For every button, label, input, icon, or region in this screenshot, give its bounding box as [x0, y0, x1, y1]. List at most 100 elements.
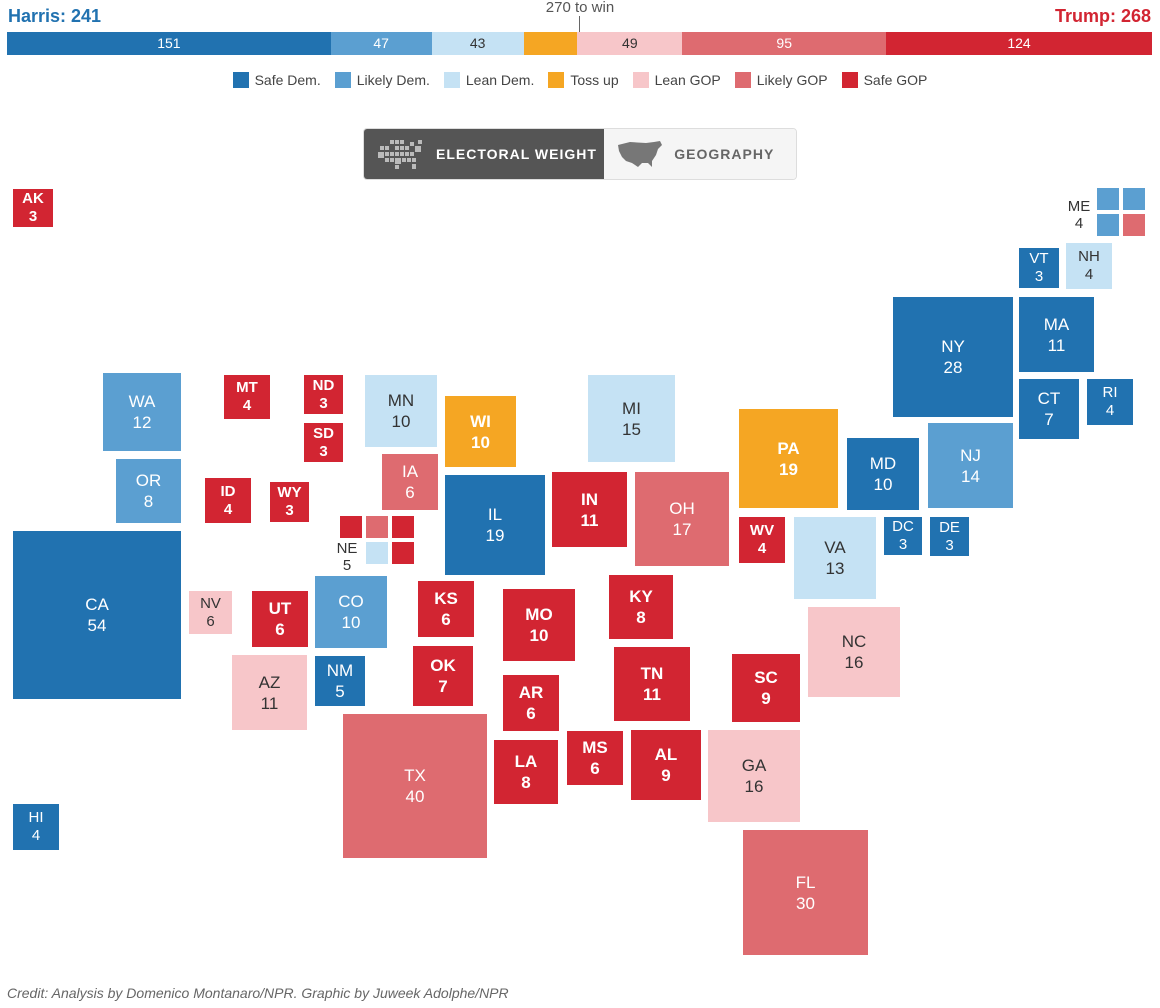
state-abbr: ID [220, 482, 236, 500]
state-tile-mo[interactable]: MO 10 [503, 589, 575, 661]
district-tile-ne-5[interactable] [392, 542, 414, 564]
state-tile-az[interactable]: AZ 11 [232, 655, 307, 730]
district-tile-me-2[interactable] [1123, 188, 1145, 210]
state-electoral-votes: 6 [590, 759, 600, 778]
state-tile-nh[interactable]: NH 4 [1066, 243, 1112, 289]
district-tile-me-4[interactable] [1123, 214, 1145, 236]
legend-item-lean-dem: Lean Dem. [443, 72, 535, 88]
state-tile-il[interactable]: IL 19 [445, 475, 545, 575]
state-tile-oh[interactable]: OH 17 [635, 472, 729, 566]
state-electoral-votes: 3 [319, 394, 328, 412]
state-tile-or[interactable]: OR 8 [116, 459, 181, 523]
state-tile-ut[interactable]: UT 6 [252, 591, 308, 647]
state-electoral-votes: 3 [945, 536, 954, 554]
district-tile-ne-4[interactable] [366, 542, 388, 564]
state-abbr: RI [1102, 384, 1118, 401]
state-tile-ia[interactable]: IA 6 [382, 454, 438, 510]
state-tile-hi[interactable]: HI 4 [13, 804, 59, 850]
state-electoral-votes: 6 [206, 612, 215, 630]
state-tile-ky[interactable]: KY 8 [609, 575, 673, 639]
state-tile-va[interactable]: VA 13 [794, 517, 876, 599]
state-abbr: FL [795, 872, 816, 892]
state-electoral-votes: 8 [636, 608, 646, 627]
state-tile-ak[interactable]: AK 3 [13, 189, 53, 227]
state-tile-nc[interactable]: NC 16 [808, 607, 900, 697]
state-tile-sd[interactable]: SD 3 [304, 423, 343, 462]
legend-label: Lean Dem. [465, 72, 535, 88]
state-tile-id[interactable]: ID 4 [205, 478, 251, 523]
state-abbr: UT [268, 599, 292, 618]
legend-item-lean-gop: Lean GOP [632, 72, 721, 88]
state-electoral-votes: 11 [260, 693, 279, 713]
bar-segment-lean-gop: 49 [577, 32, 683, 55]
credit-line: Credit: Analysis by Domenico Montanaro/N… [7, 985, 509, 1001]
bar-segment-toss-up [523, 32, 578, 55]
state-tile-ma[interactable]: MA 11 [1019, 297, 1094, 372]
state-abbr: AK [22, 190, 44, 207]
legend-label: Safe GOP [863, 72, 928, 88]
state-tile-tx[interactable]: TX 40 [343, 714, 487, 858]
state-electoral-votes: 10 [529, 626, 549, 645]
state-abbr: IA [401, 462, 419, 481]
state-abbr: MT [236, 379, 258, 396]
state-tile-ny[interactable]: NY 28 [893, 297, 1013, 417]
state-electoral-votes: 11 [580, 510, 599, 530]
geography-option[interactable]: GEOGRAPHY [604, 129, 796, 179]
state-tile-la[interactable]: LA 8 [494, 740, 558, 804]
state-tile-ga[interactable]: GA 16 [708, 730, 800, 822]
state-tile-ar[interactable]: AR 6 [503, 675, 559, 731]
state-electoral-votes: 3 [898, 536, 908, 553]
state-tile-wy[interactable]: WY 3 [270, 482, 309, 522]
state-abbr: WV [749, 522, 775, 539]
state-tile-ca[interactable]: CA 54 [13, 531, 181, 699]
district-tile-me-3[interactable] [1097, 214, 1119, 236]
state-tile-mi[interactable]: MI 15 [588, 375, 675, 462]
state-tile-dc[interactable]: DC 3 [884, 517, 922, 555]
state-tile-ri[interactable]: RI 4 [1087, 379, 1133, 425]
state-abbr: MO [525, 605, 553, 624]
electoral-weight-label: ELECTORAL WEIGHT [436, 146, 597, 162]
state-tile-tn[interactable]: TN 11 [614, 647, 690, 721]
electoral-weight-option[interactable]: ELECTORAL WEIGHT [364, 129, 605, 179]
state-tile-pa[interactable]: PA 19 [739, 409, 838, 508]
state-abbr: DC [892, 518, 914, 535]
district-tile-ne-1[interactable] [340, 516, 362, 538]
state-tile-ok[interactable]: OK 7 [413, 646, 473, 706]
state-abbr: NJ [960, 445, 981, 465]
state-tile-co[interactable]: CO 10 [315, 576, 387, 648]
district-tile-ne-2[interactable] [366, 516, 388, 538]
state-electoral-votes: 5 [342, 557, 352, 574]
state-tile-fl[interactable]: FL 30 [743, 830, 868, 955]
state-tile-wa[interactable]: WA 12 [103, 373, 181, 451]
state-tile-in[interactable]: IN 11 [552, 472, 627, 547]
state-tile-wv[interactable]: WV 4 [739, 517, 785, 563]
state-tile-nv[interactable]: NV 6 [189, 591, 232, 634]
state-electoral-votes: 4 [757, 540, 767, 557]
state-tile-nd[interactable]: ND 3 [304, 375, 343, 414]
state-tile-ms[interactable]: MS 6 [567, 731, 623, 785]
state-tile-nm[interactable]: NM 5 [315, 656, 365, 706]
legend-swatch [443, 72, 460, 88]
state-tile-ct[interactable]: CT 7 [1019, 379, 1079, 439]
state-tile-ks[interactable]: KS 6 [418, 581, 474, 637]
legend-label: Safe Dem. [254, 72, 321, 88]
state-tile-mn[interactable]: MN 10 [365, 375, 437, 447]
state-electoral-votes: 40 [405, 787, 425, 806]
state-abbr: AL [654, 745, 678, 764]
district-tile-ne-3[interactable] [392, 516, 414, 538]
state-tile-mt[interactable]: MT 4 [224, 375, 270, 419]
state-abbr: SD [313, 424, 334, 442]
state-tile-wi[interactable]: WI 10 [445, 396, 516, 467]
state-electoral-votes: 4 [31, 827, 41, 844]
state-electoral-votes: 6 [405, 483, 415, 502]
state-tile-al[interactable]: AL 9 [631, 730, 701, 800]
state-abbr: IL [487, 505, 503, 524]
state-tile-nj[interactable]: NJ 14 [928, 423, 1013, 508]
state-tile-de[interactable]: DE 3 [930, 517, 969, 556]
district-tile-me-1[interactable] [1097, 188, 1119, 210]
state-abbr: KS [434, 589, 458, 608]
state-electoral-votes: 4 [223, 500, 233, 518]
state-tile-md[interactable]: MD 10 [847, 438, 919, 510]
state-tile-vt[interactable]: VT 3 [1019, 248, 1059, 288]
state-tile-sc[interactable]: SC 9 [732, 654, 800, 722]
